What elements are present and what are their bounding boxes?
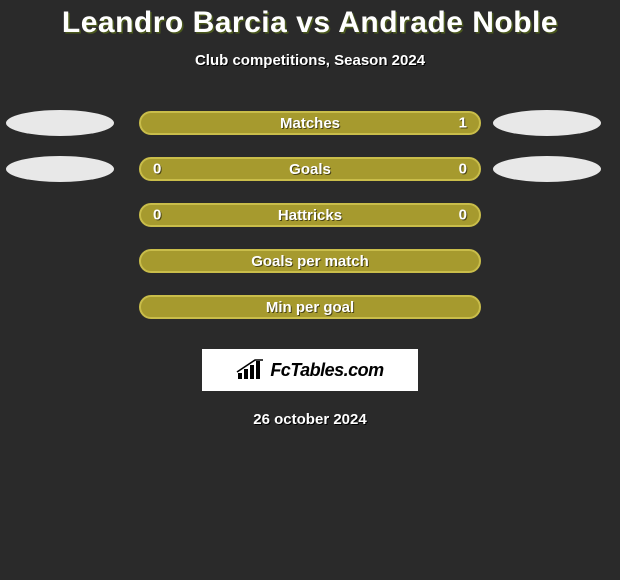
stat-label: Hattricks	[141, 207, 479, 224]
stat-label: Min per goal	[141, 299, 479, 316]
stat-value-right: 0	[459, 161, 467, 178]
stat-row: Min per goal	[0, 295, 620, 319]
player-ellipse-left	[6, 110, 114, 136]
stat-label: Matches	[141, 115, 479, 132]
comparison-infographic: Leandro Barcia vs Andrade Noble Club com…	[0, 0, 620, 580]
stat-value-left: 0	[153, 207, 161, 224]
subtitle: Club competitions, Season 2024	[195, 52, 425, 69]
logo-chart-icon	[236, 359, 264, 381]
stat-pill: Matches1	[139, 111, 481, 135]
stat-pill: Goals0 0	[139, 157, 481, 181]
stat-pill: Hattricks0 0	[139, 203, 481, 227]
stat-pill: Min per goal	[139, 295, 481, 319]
stat-rows: Matches1Goals00Hattricks00Goals per matc…	[0, 111, 620, 319]
site-logo: FcTables.com	[202, 349, 418, 391]
player-ellipse-right	[493, 110, 601, 136]
stat-value-right: 0	[459, 207, 467, 224]
stat-label: Goals	[141, 161, 479, 178]
logo-text: FcTables.com	[270, 360, 383, 381]
generation-date: 26 october 2024	[253, 411, 366, 428]
page-title: Leandro Barcia vs Andrade Noble	[62, 6, 558, 40]
stat-pill: Goals per match	[139, 249, 481, 273]
stat-value-right: 1	[459, 115, 467, 132]
stat-row: Goals per match	[0, 249, 620, 273]
stat-row: Matches1	[0, 111, 620, 135]
stat-label: Goals per match	[141, 253, 479, 270]
stat-value-left: 0	[153, 161, 161, 178]
stat-row: Goals0 0	[0, 157, 620, 181]
player-ellipse-left	[6, 156, 114, 182]
player-ellipse-right	[493, 156, 601, 182]
stat-row: Hattricks0 0	[0, 203, 620, 227]
